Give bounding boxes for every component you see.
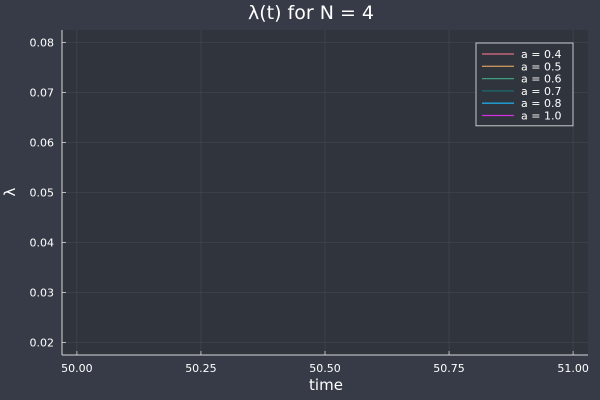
x-tick-label-4: 51.00 xyxy=(557,362,589,375)
y-tick-label-3: 0.05 xyxy=(30,187,55,200)
legend-label-1: a = 0.5 xyxy=(521,60,561,73)
y-tick-label-6: 0.08 xyxy=(30,37,55,50)
x-tick-label-2: 50.50 xyxy=(309,362,341,375)
y-tick-label-0: 0.02 xyxy=(30,337,55,350)
y-gridlines xyxy=(62,42,588,343)
y-tick-label-5: 0.07 xyxy=(30,87,55,100)
x-axis-title: time xyxy=(309,376,343,394)
x-tick-label-1: 50.25 xyxy=(185,362,217,375)
x-tick-labels: 50.00 50.25 50.50 50.75 51.00 xyxy=(61,351,589,375)
legend-label-0: a = 0.4 xyxy=(521,48,561,61)
legend-label-2: a = 0.6 xyxy=(521,73,561,86)
y-tick-label-2: 0.04 xyxy=(30,237,55,250)
legend-label-5: a = 1.0 xyxy=(521,110,561,123)
y-tick-label-1: 0.03 xyxy=(30,287,55,300)
legend-box xyxy=(475,42,574,127)
y-axis-title: λ xyxy=(1,187,19,196)
x-tick-label-3: 50.75 xyxy=(433,362,465,375)
legend-label-4: a = 0.8 xyxy=(521,97,561,110)
legend-label-3: a = 0.7 xyxy=(521,85,561,98)
y-tick-labels: 0.02 0.03 0.04 0.05 0.06 0.07 0.08 xyxy=(30,37,66,350)
x-tick-label-0: 50.00 xyxy=(61,362,93,375)
legend: a = 0.4a = 0.5a = 0.6a = 0.7a = 0.8a = 1… xyxy=(475,42,574,127)
chart-title: λ(t) for N = 4 xyxy=(248,2,374,24)
y-tick-label-4: 0.06 xyxy=(30,137,55,150)
